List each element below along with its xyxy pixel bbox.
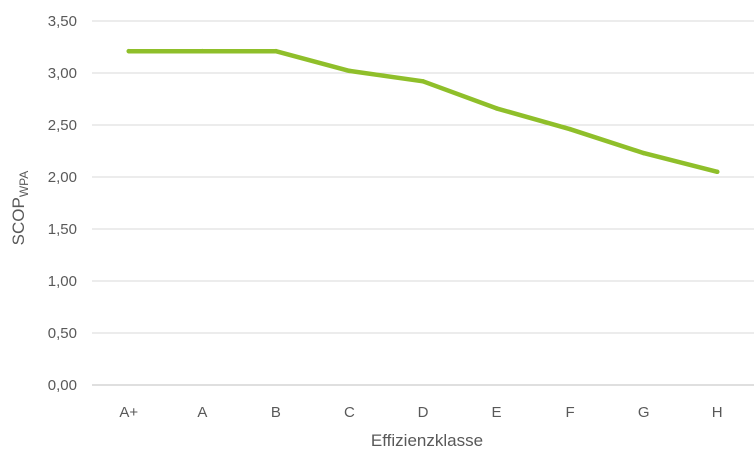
y-tick-label: 0,00 xyxy=(48,377,77,394)
data-point xyxy=(420,79,426,84)
y-axis-title: SCOPWPA xyxy=(9,171,31,246)
series-line xyxy=(126,48,720,175)
y-axis-tick-labels: 0,00 0,50 1,00 1,50 2,00 2,50 3,00 3,50 xyxy=(48,13,77,394)
data-point xyxy=(494,106,499,111)
y-tick-label: 1,50 xyxy=(48,221,77,238)
data-point xyxy=(126,48,132,54)
data-point xyxy=(347,68,352,74)
y-tick-label: 1,00 xyxy=(48,273,77,290)
x-tick-label: D xyxy=(418,404,429,421)
data-point xyxy=(567,126,573,132)
y-axis-title-subscript: WPA xyxy=(17,171,31,197)
x-tick-label: B xyxy=(271,404,281,421)
y-tick-label: 2,50 xyxy=(48,117,77,134)
y-tick-label: 2,00 xyxy=(48,169,77,186)
data-point xyxy=(273,48,279,54)
data-point xyxy=(200,48,205,54)
data-point xyxy=(641,150,646,156)
x-axis-tick-labels: A+ A B C D E F G H xyxy=(119,404,722,421)
x-tick-label: G xyxy=(638,404,650,421)
data-point xyxy=(714,169,720,175)
y-tick-label: 0,50 xyxy=(48,325,77,342)
x-tick-label: C xyxy=(344,404,355,421)
x-tick-label: E xyxy=(492,404,502,421)
x-tick-label: A+ xyxy=(119,404,138,421)
y-axis-title-main: SCOP xyxy=(9,197,28,245)
gridlines xyxy=(92,20,754,386)
y-tick-label: 3,00 xyxy=(48,65,77,82)
x-tick-label: A xyxy=(197,404,207,421)
x-axis-title: Effizienzklasse xyxy=(371,431,483,450)
x-tick-label: F xyxy=(566,404,575,421)
x-tick-label: H xyxy=(712,404,723,421)
y-tick-label: 3,50 xyxy=(48,13,77,30)
series-group xyxy=(126,48,720,175)
